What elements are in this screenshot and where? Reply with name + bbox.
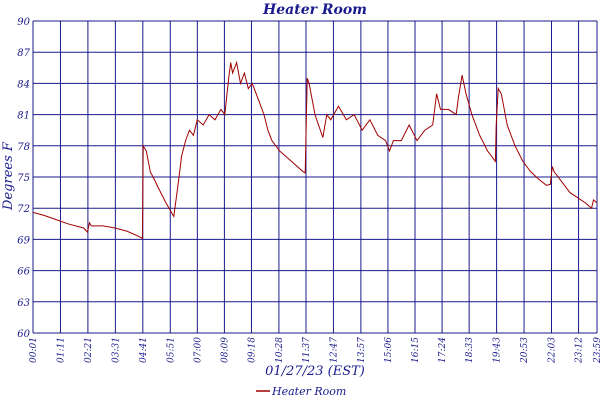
y-tick-label: 78: [17, 142, 30, 153]
y-tick-label: 75: [17, 173, 30, 184]
y-tick-label: 84: [17, 79, 30, 90]
x-tick-label: 08:09: [220, 337, 230, 363]
x-tick-label: 12:47: [329, 337, 339, 363]
x-axis-label: 01/27/23 (EST): [265, 364, 365, 379]
x-tick-label: 13:57: [357, 337, 367, 363]
x-tick-label: 03:31: [111, 337, 121, 363]
x-tick-label: 05:51: [166, 337, 176, 363]
x-tick-label: 07:00: [193, 337, 203, 363]
x-tick-label: 18:33: [465, 337, 475, 363]
series-line-heater-room: [32, 60, 598, 240]
x-tick-label: 23:12: [575, 337, 585, 364]
x-tick-label: 17:24: [438, 337, 448, 363]
y-tick-label: 87: [17, 48, 30, 59]
y-tick-label: 66: [17, 267, 30, 278]
y-tick-label: 60: [17, 329, 30, 340]
x-tick-label: 16:15: [411, 337, 421, 363]
y-tick-label: 69: [17, 235, 30, 246]
y-axis-label: Degrees F: [1, 141, 16, 211]
x-tick-label: 20:53: [520, 337, 530, 364]
legend-label: Heater Room: [271, 385, 346, 398]
x-axis-ticks: 00:01 01:11 02:21 03:31 04:41 05:51 07:00 08:09…: [29, 337, 600, 364]
x-tick-label: 00:01: [29, 337, 39, 363]
x-tick-label: 23:59: [593, 337, 600, 364]
y-axis-ticks: 60 63 66 69 72 75 78 81 84 87 90: [17, 17, 30, 340]
chart-title: Heater Room: [262, 2, 367, 18]
x-tick-label: 10:28: [275, 337, 285, 363]
x-tick-label: 02:21: [84, 337, 94, 363]
y-tick-label: 81: [17, 111, 30, 122]
y-tick-label: 63: [17, 298, 30, 309]
x-tick-label: 15:06: [384, 337, 394, 363]
x-tick-label: 04:41: [139, 337, 149, 363]
x-tick-label: 11:37: [302, 337, 312, 363]
grid: [32, 20, 598, 334]
x-tick-label: 09:18: [247, 337, 257, 363]
legend: Heater Room: [256, 385, 346, 398]
x-tick-label: 22:03: [548, 337, 558, 364]
x-tick-label: 19:43: [493, 337, 503, 363]
x-tick-label: 01:11: [56, 337, 66, 363]
y-tick-label: 90: [17, 17, 30, 28]
y-tick-label: 72: [17, 204, 30, 215]
